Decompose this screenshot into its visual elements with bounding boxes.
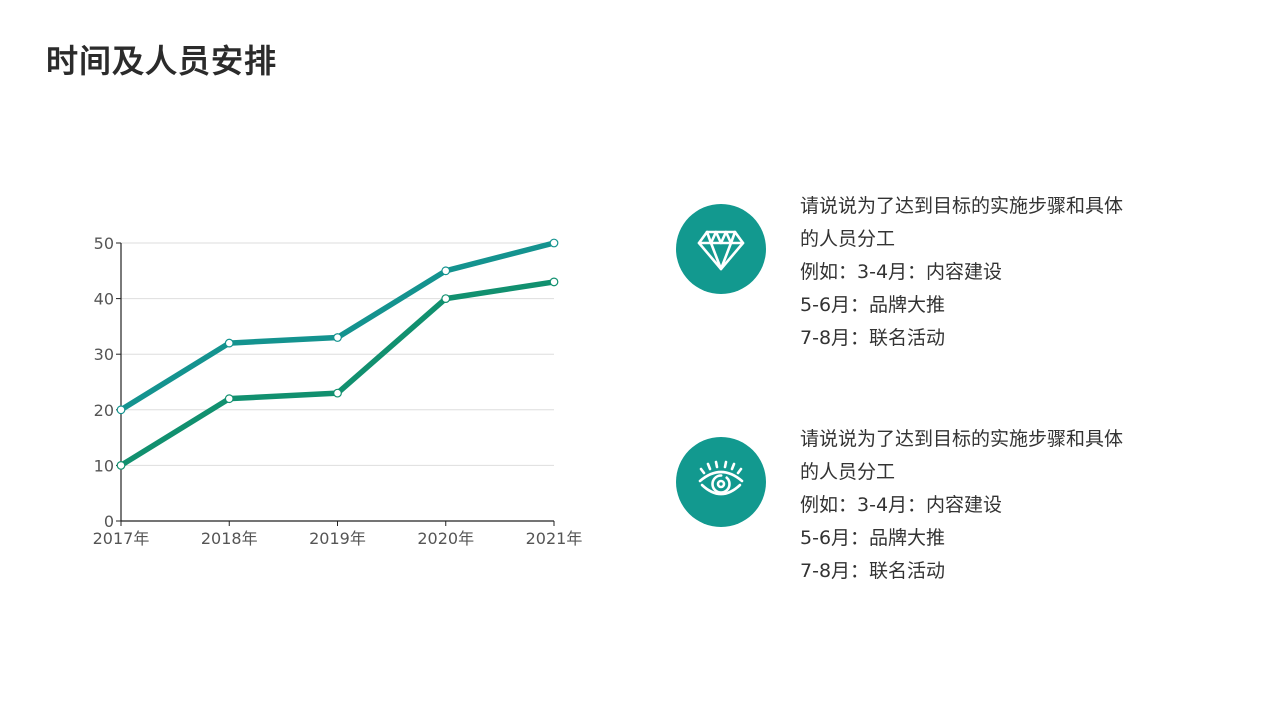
data-point xyxy=(116,405,126,415)
series-line xyxy=(119,279,555,468)
x-tick-label: 2017年 xyxy=(93,529,150,548)
desc-line: 例如：3-4月：内容建设 xyxy=(800,494,1003,516)
desc-line: 5-6月：品牌大推 xyxy=(800,527,946,549)
data-point xyxy=(549,277,559,287)
y-tick-label: 30 xyxy=(94,345,114,364)
line-chart-svg: 0 10 20 30 40 50 2017年 2018年 2019年 2020年 2021年 xyxy=(93,234,583,548)
series-line xyxy=(119,240,555,413)
chart-tick-labels: 0 10 20 30 40 50 2017年 2018年 2019年 2020年 2021年 xyxy=(93,234,583,548)
x-tick-label: 2019年 xyxy=(309,529,366,548)
desc-line: 7-8月：联名活动 xyxy=(800,327,946,349)
data-point xyxy=(333,388,342,398)
diamond-icon-badge xyxy=(676,204,766,294)
desc-line: 例如：3-4月：内容建设 xyxy=(800,261,1003,283)
x-tick-label: 2021年 xyxy=(526,529,583,548)
y-tick-label: 20 xyxy=(94,401,114,420)
x-tick-label: 2020年 xyxy=(417,529,474,548)
desc-line: 7-8月：联名活动 xyxy=(800,560,946,582)
plan-description-2: 请说说为了达到目标的实施步骤和具体 的人员分工 例如：3-4月：内容建设 5-6… xyxy=(800,423,1190,588)
diamond-icon xyxy=(697,230,745,271)
y-tick-label: 0 xyxy=(104,512,114,531)
desc-line: 5-6月：品牌大推 xyxy=(800,294,946,316)
data-point xyxy=(441,294,451,303)
eye-icon xyxy=(698,460,744,496)
chart-gridlines xyxy=(121,242,554,466)
desc-line: 的人员分工 xyxy=(800,461,896,483)
eye-icon-badge xyxy=(676,437,766,527)
data-point xyxy=(549,238,559,248)
y-tick-label: 10 xyxy=(94,456,114,475)
chart-series xyxy=(116,238,559,470)
desc-line: 的人员分工 xyxy=(800,228,896,250)
chart-axes xyxy=(116,242,555,526)
x-tick-label: 2018年 xyxy=(201,529,258,548)
page-title: 时间及人员安排 xyxy=(46,42,278,80)
plan-description-1: 请说说为了达到目标的实施步骤和具体 的人员分工 例如：3-4月：内容建设 5-6… xyxy=(800,190,1190,355)
data-point xyxy=(116,460,126,470)
desc-line: 请说说为了达到目标的实施步骤和具体 xyxy=(800,195,1124,217)
desc-line: 请说说为了达到目标的实施步骤和具体 xyxy=(800,428,1124,450)
data-point xyxy=(333,333,342,342)
data-point xyxy=(224,394,234,404)
line-chart: 0 10 20 30 40 50 2017年 2018年 2019年 2020年 2021年 xyxy=(80,225,600,565)
y-tick-label: 40 xyxy=(94,290,114,309)
data-point xyxy=(441,266,451,276)
y-tick-label: 50 xyxy=(94,234,114,253)
data-point xyxy=(224,338,234,348)
